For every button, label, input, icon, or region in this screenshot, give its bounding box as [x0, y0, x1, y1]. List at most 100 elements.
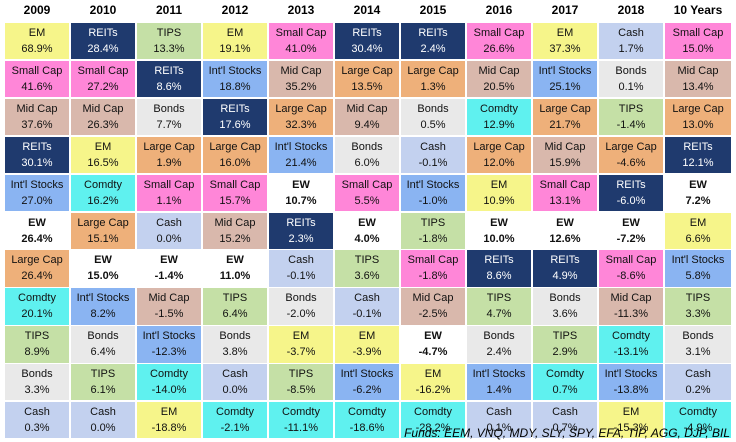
return-cell: Int'l Stocks -6.2% — [334, 363, 400, 402]
return-value: -13.8% — [613, 384, 649, 397]
return-cell: EW 10.7% — [268, 173, 334, 212]
asset-class-label: TIPS — [90, 368, 116, 381]
return-cell: REITs 17.6% — [202, 97, 268, 137]
asset-class-label: Cash — [156, 216, 182, 229]
asset-class-label: Small Cap — [341, 178, 393, 191]
year-header: 2013 — [287, 3, 315, 17]
return-value: 19.1% — [219, 43, 251, 55]
return-value: -1.5% — [154, 308, 184, 321]
asset-class-label: Large Cap — [473, 140, 525, 153]
return-value: 11.0% — [219, 270, 251, 283]
return-cell: Small Cap 41.6% — [4, 59, 70, 99]
return-value: 5.8% — [685, 270, 711, 283]
return-cell: Large Cap 15.1% — [70, 211, 136, 250]
asset-class-label: EM — [94, 140, 112, 153]
asset-class-label: EW — [292, 178, 310, 191]
return-value: 8.6% — [486, 270, 512, 283]
return-value: 13.3% — [153, 43, 185, 55]
return-value: -0.1% — [286, 270, 316, 283]
asset-class-label: REITs — [484, 254, 514, 267]
asset-class-label: Comdty — [612, 330, 650, 343]
asset-class-label: Int'l Stocks — [538, 64, 592, 77]
asset-class-label: Mid Cap — [544, 140, 586, 153]
return-value: -2.5% — [418, 308, 448, 321]
return-cell: TIPS 4.7% — [466, 287, 532, 326]
return-value: 5.5% — [354, 194, 380, 207]
asset-class-label: TIPS — [420, 216, 446, 229]
return-cell: Cash 0.0% — [136, 211, 202, 250]
return-value: 28.4% — [87, 43, 119, 55]
year-header: 2009 — [23, 3, 51, 17]
return-cell: TIPS -1.8% — [400, 211, 466, 250]
return-value: 21.7% — [549, 118, 581, 131]
return-value: -11.3% — [613, 308, 649, 321]
asset-class-label: Bonds — [87, 330, 119, 343]
return-value: -1.8% — [418, 270, 448, 283]
return-value: -13.1% — [613, 346, 649, 359]
return-cell: REITs 28.4% — [70, 22, 136, 61]
asset-class-label: Comdty — [679, 406, 717, 418]
return-cell: Mid Cap 9.4% — [334, 97, 400, 137]
return-value: 0.3% — [24, 422, 50, 434]
asset-class-label: EW — [94, 254, 112, 267]
return-value: 12.1% — [682, 156, 714, 169]
asset-class-label: Mid Cap — [412, 292, 454, 305]
year-header: 2018 — [617, 3, 645, 17]
return-value: 25.1% — [549, 80, 581, 93]
asset-class-label: EM — [556, 27, 574, 39]
return-cell: Bonds 7.7% — [136, 97, 202, 137]
return-value: 16.2% — [87, 194, 119, 207]
asset-class-label: EM — [689, 216, 707, 229]
return-cell: REITs 8.6% — [136, 59, 202, 99]
return-cell: EW 15.0% — [70, 249, 136, 288]
asset-class-label: TIPS — [685, 292, 711, 305]
asset-class-label: Comdty — [414, 406, 452, 418]
return-value: 15.1% — [87, 232, 119, 245]
return-value: 1.1% — [156, 194, 182, 207]
return-value: 20.5% — [483, 80, 515, 93]
return-value: 12.0% — [483, 156, 515, 169]
return-value: 10.9% — [483, 194, 515, 207]
return-value: 15.7% — [219, 194, 251, 207]
return-value: -18.8% — [151, 422, 187, 434]
year-header: 2014 — [353, 3, 381, 17]
return-cell: Comdty -18.6% — [334, 401, 400, 440]
asset-class-label: REITs — [352, 27, 382, 39]
return-cell: REITs 4.9% — [532, 249, 598, 288]
return-cell: Large Cap 26.4% — [4, 249, 70, 288]
asset-class-label: EW — [622, 216, 640, 229]
return-value: -1.8% — [418, 232, 448, 245]
return-value: 0.5% — [420, 118, 446, 131]
return-cell: Large Cap 1.9% — [136, 135, 202, 175]
return-cell: Bonds 3.3% — [4, 363, 70, 402]
year-header: 2012 — [221, 3, 249, 17]
return-value: -6.0% — [616, 194, 646, 207]
return-cell: Small Cap -1.8% — [400, 249, 466, 288]
return-cell: Large Cap 21.7% — [532, 97, 598, 137]
return-cell: TIPS -8.5% — [268, 363, 334, 402]
return-value: -14.0% — [151, 384, 187, 397]
return-cell: EM 19.1% — [202, 22, 268, 61]
return-cell: Int'l Stocks -13.8% — [598, 363, 664, 402]
return-value: -12.3% — [151, 346, 187, 359]
asset-class-label: Cash — [222, 368, 248, 381]
asset-class-label: Large Cap — [77, 216, 129, 229]
asset-class-label: Large Cap — [539, 102, 591, 115]
return-cell: TIPS 2.9% — [532, 325, 598, 364]
return-value: 30.4% — [351, 43, 383, 55]
asset-class-label: Large Cap — [275, 102, 327, 115]
return-value: 13.0% — [682, 118, 714, 131]
return-cell: Large Cap 16.0% — [202, 135, 268, 175]
return-value: 3.6% — [354, 270, 380, 283]
return-cell: Int'l Stocks -12.3% — [136, 325, 202, 364]
return-value: -6.2% — [352, 384, 382, 397]
return-value: -18.6% — [349, 422, 385, 434]
return-cell: Bonds 0.1% — [598, 59, 664, 99]
return-value: 8.9% — [24, 346, 50, 359]
return-cell: Comdty -11.1% — [268, 401, 334, 440]
asset-class-label: Small Cap — [473, 27, 525, 39]
return-cell: Comdty -14.0% — [136, 363, 202, 402]
asset-class-label: REITs — [616, 178, 646, 191]
return-cell: EW 12.6% — [532, 211, 598, 250]
